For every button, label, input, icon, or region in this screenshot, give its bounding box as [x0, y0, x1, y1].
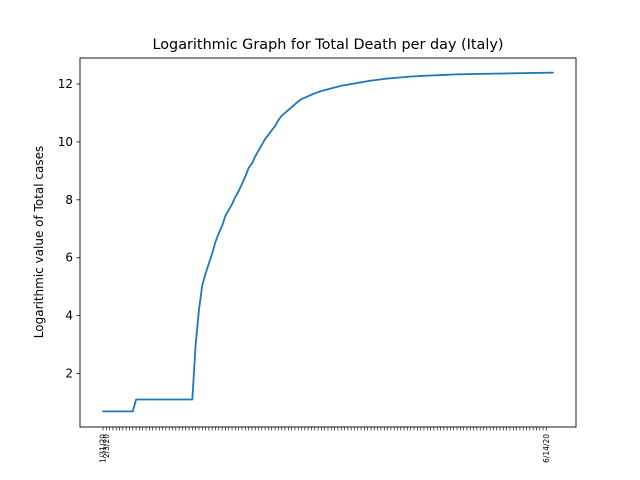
y-axis-label: Logarithmic value of Total cases [32, 146, 46, 338]
x-axis-ticks: 1/31/202/3/20 6/14/20 [99, 427, 551, 463]
y-tick-label: 4 [65, 309, 73, 323]
y-tick-label: 2 [65, 366, 73, 380]
x-tick-label: 2/3/20 [102, 434, 111, 458]
x-tick-label: 1/31/20 [99, 434, 108, 463]
y-tick-label: 12 [58, 77, 73, 91]
series-line [102, 71, 554, 413]
y-tick-label: 6 [65, 251, 73, 265]
y-tick-label: 10 [58, 135, 73, 149]
plot-frame [79, 57, 577, 428]
chart-title: Logarithmic Graph for Total Death per da… [152, 37, 503, 53]
y-axis-ticks: 2 4 6 8 10 12 [58, 77, 80, 380]
x-tick-label: 6/14/20 [542, 434, 551, 463]
y-tick-label: 8 [65, 193, 73, 207]
